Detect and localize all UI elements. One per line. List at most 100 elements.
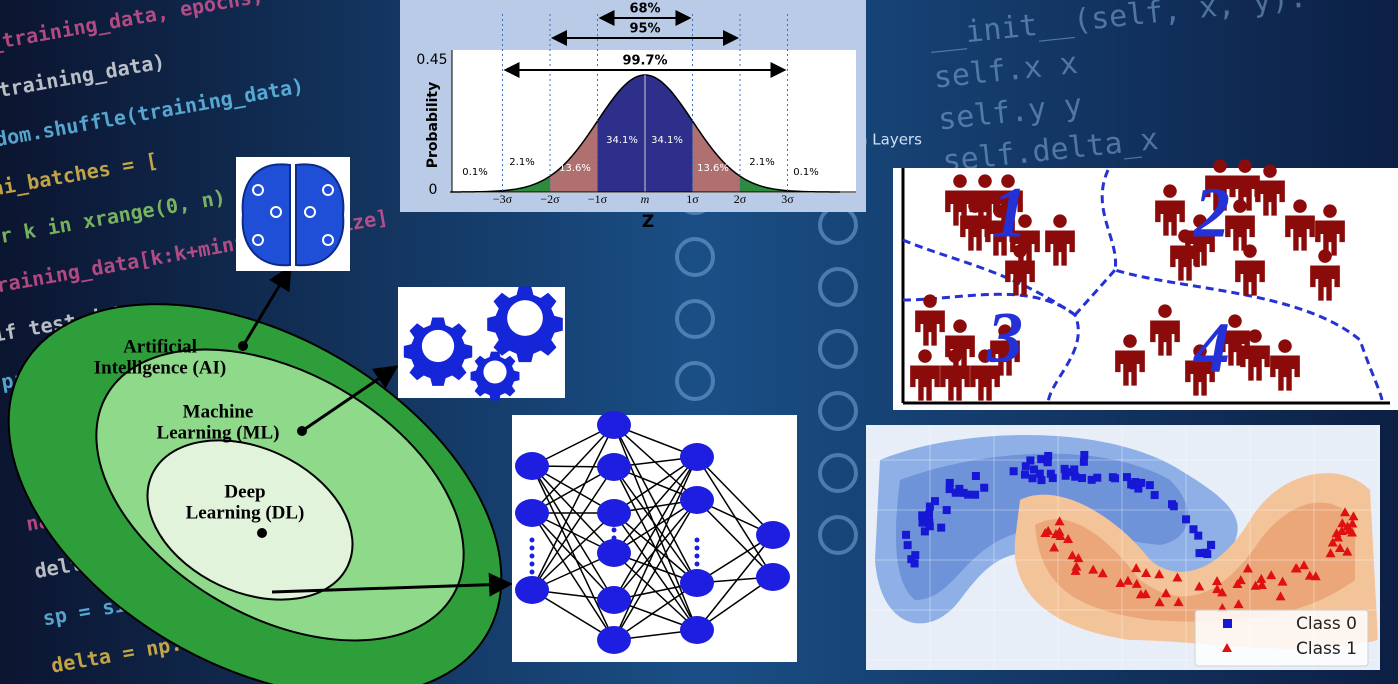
range-label: 99.7% <box>622 54 667 69</box>
class1-point <box>1327 537 1338 547</box>
arrow <box>241 265 292 347</box>
nn-edge <box>613 456 699 514</box>
nn-edge <box>696 499 775 579</box>
nn-node <box>597 453 631 481</box>
class0-point <box>1046 469 1055 478</box>
nn-node <box>680 616 714 644</box>
class0-point <box>1207 541 1216 550</box>
class0-point <box>1150 491 1159 500</box>
class1-point <box>1334 542 1345 552</box>
bg-node <box>818 267 858 307</box>
layers-label: n Layers <box>858 131 922 149</box>
brain-right <box>295 163 345 267</box>
range-label: 95% <box>629 22 660 37</box>
class0-point <box>1035 469 1044 478</box>
nn-node <box>515 499 549 527</box>
dot <box>257 528 267 538</box>
class1-point <box>1342 521 1353 531</box>
nn-node <box>680 486 714 514</box>
class0-point <box>937 523 946 532</box>
class0-point <box>1111 474 1120 483</box>
class0-point <box>1145 481 1154 490</box>
class0-point <box>959 488 968 497</box>
nn-edge <box>531 589 616 641</box>
area-label: 2.1% <box>749 157 774 168</box>
ml-label: Learning (ML) <box>157 422 280 443</box>
nn-node <box>597 499 631 527</box>
class1-point <box>1291 563 1302 573</box>
brain-node <box>304 206 316 218</box>
class0-point <box>1134 484 1143 493</box>
x-axis-title: Z <box>642 212 654 232</box>
class1-point <box>1217 587 1228 597</box>
class1-point <box>1347 518 1358 528</box>
class1-point <box>1055 530 1066 540</box>
class1-point <box>1277 576 1288 586</box>
class0-point <box>925 510 934 519</box>
nn-edge <box>696 533 774 631</box>
bg-node <box>818 391 858 431</box>
x-label: 1σ <box>686 192 699 206</box>
class1-point <box>1131 578 1142 588</box>
nn-ellipsis <box>611 559 617 565</box>
class0-point <box>980 483 989 492</box>
nn-bg <box>512 415 797 662</box>
dl-ellipse <box>146 439 354 601</box>
class0-point <box>1169 502 1178 511</box>
class1-point <box>1333 532 1344 542</box>
class1-point <box>1063 534 1074 544</box>
legend-label: Class 1 <box>1296 639 1357 659</box>
class0-point <box>1080 450 1089 459</box>
class0-point <box>1043 457 1052 466</box>
dl-label: Learning (DL) <box>186 502 305 523</box>
class1-point <box>1233 599 1244 609</box>
x-label: −1σ <box>588 192 608 206</box>
class0-point <box>971 490 980 499</box>
class1-point <box>1194 581 1205 591</box>
class0-point <box>1195 549 1204 558</box>
nn-edge <box>531 465 615 642</box>
x-label: 2σ <box>734 192 747 206</box>
class1-point <box>1347 527 1358 537</box>
area-label: 13.6% <box>697 163 729 174</box>
class0-point <box>945 485 954 494</box>
cluster-number: 4 <box>1192 308 1230 388</box>
class0-point <box>945 478 954 487</box>
class0-point <box>1093 473 1102 482</box>
class0-point <box>911 551 920 560</box>
class0-point <box>902 530 911 539</box>
x-label: m <box>641 192 650 206</box>
nn-edge <box>531 423 615 591</box>
class0-point <box>1009 467 1018 476</box>
class0-point <box>1029 465 1038 474</box>
class1-point <box>1154 597 1165 607</box>
class1-point <box>1054 526 1065 536</box>
class0-point <box>1071 472 1080 481</box>
ai-label: Intelligence (AI) <box>94 357 226 378</box>
nn-ellipsis <box>611 535 617 541</box>
brain-node <box>322 184 334 196</box>
area-label: 34.1% <box>606 135 638 146</box>
class0-point <box>1064 468 1073 477</box>
class0-point <box>942 506 951 515</box>
class0-point <box>920 527 929 536</box>
class1-point <box>1266 570 1277 580</box>
class1-point <box>1161 588 1172 598</box>
class1-point <box>1141 568 1152 578</box>
nn-ellipsis <box>529 553 535 559</box>
legend-label: Class 0 <box>1296 614 1357 634</box>
nn-ellipsis <box>611 527 617 533</box>
class1-point <box>1172 572 1183 582</box>
class1-point <box>1140 588 1151 598</box>
class0-point <box>1122 473 1131 482</box>
class0-point <box>1131 478 1140 487</box>
class0-point <box>1070 465 1079 474</box>
class0-point <box>1037 476 1046 485</box>
class1-point <box>1256 579 1267 589</box>
cluster-number: 1 <box>992 173 1028 253</box>
nn-node <box>680 443 714 471</box>
class0-point <box>1079 457 1088 466</box>
class1-point <box>1073 553 1084 563</box>
class1-point <box>1256 573 1267 583</box>
